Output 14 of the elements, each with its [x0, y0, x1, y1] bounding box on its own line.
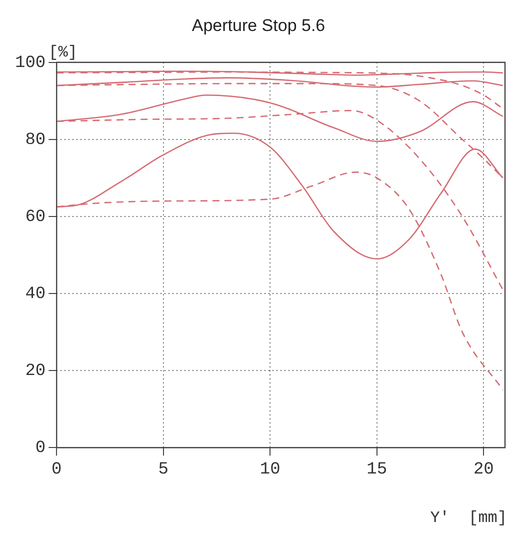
y-tick-label: 60	[25, 208, 46, 227]
chart-title: Aperture Stop 5.6	[192, 16, 326, 35]
y-tick-label: 20	[25, 362, 46, 382]
x-tick-label: 0	[52, 460, 62, 480]
x-tick-label: 15	[366, 460, 388, 480]
x-axis-title: Y' [mm]	[430, 509, 507, 528]
x-tick-label: 5	[158, 460, 168, 480]
y-tick-label: 0	[35, 439, 46, 458]
x-tick-label: 10	[260, 460, 280, 480]
y-tick-label: 40	[25, 285, 46, 304]
x-tick-label: 20	[473, 460, 494, 480]
y-tick-label: 100	[14, 54, 46, 73]
y-tick-label: 80	[25, 130, 46, 150]
y-axis-title: [%]	[48, 44, 78, 62]
